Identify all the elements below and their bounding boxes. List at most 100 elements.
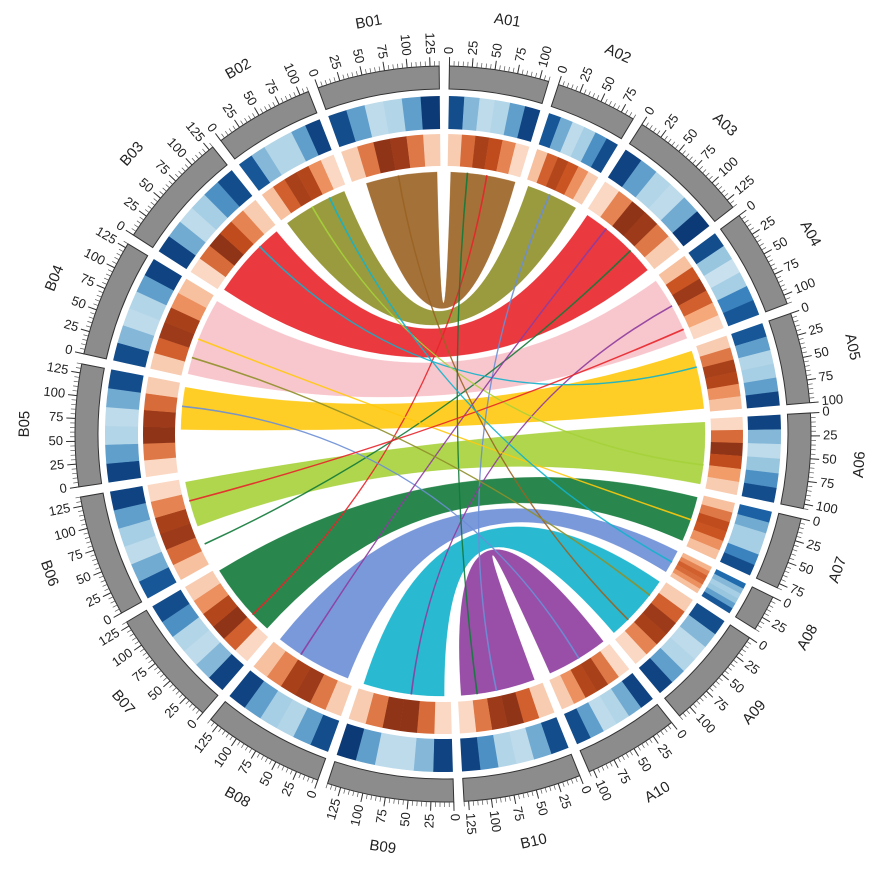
- minor-tick: [347, 73, 348, 78]
- minor-tick: [806, 495, 811, 496]
- minor-tick: [219, 728, 222, 732]
- major-tick: [88, 307, 96, 310]
- minor-tick: [163, 677, 167, 680]
- minor-tick: [81, 344, 86, 345]
- minor-tick: [491, 64, 492, 69]
- tick-label: 25: [219, 101, 239, 121]
- tick-label: 25: [807, 320, 825, 338]
- minor-tick: [179, 694, 183, 698]
- minor-tick: [716, 681, 720, 684]
- minor-tick: [108, 270, 112, 272]
- tick-label: 75: [510, 805, 528, 822]
- minor-tick: [202, 149, 205, 153]
- major-tick: [235, 120, 240, 127]
- tick-label: 75: [710, 693, 731, 714]
- minor-tick: [703, 170, 707, 174]
- minor-tick: [576, 86, 578, 91]
- repeat-heat-cell: [143, 427, 175, 444]
- major-tick: [68, 395, 77, 396]
- minor-tick: [394, 799, 395, 804]
- minor-tick: [762, 247, 766, 250]
- minor-tick: [699, 166, 702, 170]
- major-tick: [797, 333, 806, 335]
- minor-tick: [549, 77, 550, 82]
- major-tick: [315, 79, 318, 87]
- minor-tick: [84, 533, 89, 534]
- minor-tick: [482, 800, 483, 805]
- tick-label: 25: [278, 779, 298, 798]
- minor-tick: [106, 274, 111, 276]
- major-tick: [661, 130, 666, 137]
- minor-tick: [353, 791, 354, 796]
- minor-tick: [185, 164, 188, 168]
- major-tick: [81, 329, 90, 332]
- minor-tick: [713, 684, 717, 687]
- minor-tick: [112, 261, 116, 263]
- minor-tick: [686, 154, 689, 158]
- major-tick: [762, 617, 770, 621]
- major-tick: [601, 93, 605, 101]
- minor-tick: [509, 67, 510, 72]
- major-tick: [775, 270, 783, 274]
- major-tick: [593, 770, 597, 778]
- gene-heat-cell: [448, 96, 464, 130]
- minor-tick: [365, 69, 366, 74]
- minor-tick: [693, 704, 696, 708]
- minor-tick: [371, 795, 372, 800]
- major-tick: [231, 739, 236, 746]
- minor-tick: [237, 741, 240, 745]
- tick-label: 100: [281, 61, 303, 87]
- tick-label: 75: [49, 409, 64, 425]
- minor-tick: [93, 304, 98, 306]
- minor-tick: [260, 109, 262, 113]
- tick-label: 75: [152, 157, 173, 178]
- tick-label: 125: [323, 797, 343, 822]
- major-tick: [71, 371, 80, 372]
- minor-tick: [700, 698, 703, 702]
- tick-label: 100: [535, 44, 555, 69]
- chromosome-label: B01: [354, 11, 383, 32]
- tick-label: 25: [421, 814, 436, 829]
- minor-tick: [357, 792, 358, 797]
- minor-tick: [307, 87, 309, 92]
- gene-heat-cell: [748, 415, 781, 430]
- minor-tick: [622, 755, 624, 759]
- tick-label: 50: [822, 451, 837, 467]
- minor-tick: [680, 716, 683, 720]
- major-tick: [85, 550, 94, 553]
- minor-tick: [535, 73, 536, 78]
- tick-label: 125: [96, 625, 122, 649]
- minor-tick: [87, 321, 92, 323]
- tick-label: 25: [161, 700, 182, 721]
- minor-tick: [179, 171, 183, 175]
- tick-label: 50: [797, 559, 816, 578]
- minor-tick: [609, 101, 611, 105]
- tick-label: 25: [655, 741, 676, 761]
- major-tick: [197, 713, 203, 720]
- major-tick: [469, 801, 470, 810]
- minor-tick: [160, 674, 164, 677]
- minor-tick: [697, 701, 700, 705]
- minor-tick: [210, 143, 213, 147]
- tick-label: 75: [78, 270, 97, 289]
- minor-tick: [122, 622, 126, 625]
- minor-tick: [312, 778, 314, 783]
- minor-tick: [137, 221, 141, 224]
- tick-label: 125: [731, 172, 757, 197]
- minor-tick: [176, 691, 180, 694]
- minor-tick: [402, 63, 403, 68]
- repeat-heat-cell: [711, 430, 743, 443]
- major-tick: [536, 790, 538, 799]
- chromosome-label: B06: [37, 558, 62, 589]
- tick-label: 100: [487, 810, 505, 833]
- minor-tick: [706, 173, 710, 177]
- tick-label: 100: [715, 154, 741, 180]
- minor-tick: [786, 298, 791, 300]
- major-tick: [518, 65, 520, 74]
- chromosome-label: B07: [108, 687, 138, 718]
- major-tick: [491, 799, 492, 808]
- minor-tick: [486, 64, 487, 69]
- major-tick: [810, 459, 819, 460]
- minor-tick: [325, 80, 327, 85]
- minor-tick: [672, 142, 675, 146]
